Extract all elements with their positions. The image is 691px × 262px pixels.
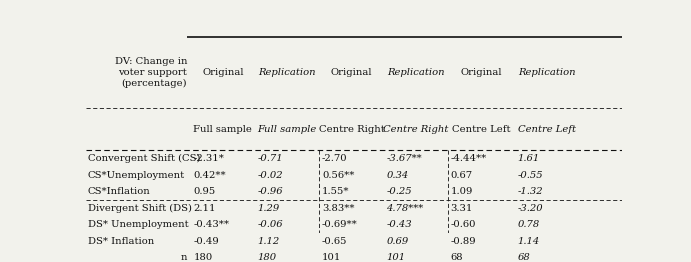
Text: -0.43**: -0.43** [193, 220, 229, 230]
Text: 180: 180 [193, 254, 213, 262]
Text: 68: 68 [518, 254, 530, 262]
Text: n: n [180, 254, 187, 262]
Text: 180: 180 [258, 254, 277, 262]
Text: Replication: Replication [387, 68, 444, 77]
Text: -0.96: -0.96 [258, 187, 283, 196]
Text: Original: Original [331, 68, 372, 77]
Text: 1.14: 1.14 [518, 237, 540, 246]
Text: Centre Left: Centre Left [518, 125, 576, 134]
Text: -3.20: -3.20 [518, 204, 543, 213]
Text: Divergent Shift (DS): Divergent Shift (DS) [88, 204, 192, 213]
Text: -0.49: -0.49 [193, 237, 219, 246]
Text: 3.31: 3.31 [451, 204, 473, 213]
Text: -0.69**: -0.69** [322, 220, 358, 230]
Text: -2.70: -2.70 [322, 154, 348, 163]
Text: DS* Inflation: DS* Inflation [88, 237, 154, 246]
Text: -0.71: -0.71 [258, 154, 283, 163]
Text: 1.55*: 1.55* [322, 187, 350, 196]
Text: Full sample: Full sample [258, 125, 316, 134]
Text: 0.34: 0.34 [386, 171, 408, 180]
Text: Centre Right: Centre Right [383, 125, 448, 134]
Text: 0.67: 0.67 [451, 171, 473, 180]
Text: 0.95: 0.95 [193, 187, 216, 196]
Text: -0.06: -0.06 [258, 220, 283, 230]
Text: 1.09: 1.09 [451, 187, 473, 196]
Text: -4.44**: -4.44** [451, 154, 486, 163]
Text: -0.02: -0.02 [258, 171, 283, 180]
Text: 1.29: 1.29 [258, 204, 280, 213]
Text: -0.65: -0.65 [322, 237, 348, 246]
Text: 1.12: 1.12 [258, 237, 280, 246]
Text: 0.78: 0.78 [518, 220, 540, 230]
Text: -0.55: -0.55 [518, 171, 543, 180]
Text: CS*Inflation: CS*Inflation [88, 187, 151, 196]
Text: Replication: Replication [518, 68, 576, 77]
Text: 4.78***: 4.78*** [386, 204, 424, 213]
Text: 101: 101 [386, 254, 406, 262]
Text: 68: 68 [451, 254, 463, 262]
Text: DV: Change in
voter support
(percentage): DV: Change in voter support (percentage) [115, 57, 187, 89]
Text: 0.42**: 0.42** [193, 171, 226, 180]
Text: 0.69: 0.69 [386, 237, 408, 246]
Text: 3.83**: 3.83** [322, 204, 354, 213]
Text: -1.32: -1.32 [518, 187, 543, 196]
Text: -0.89: -0.89 [451, 237, 476, 246]
Text: Convergent Shift (CS): Convergent Shift (CS) [88, 154, 200, 163]
Text: Replication: Replication [258, 68, 316, 77]
Text: Full sample: Full sample [193, 125, 252, 134]
Text: Centre Right: Centre Right [319, 125, 384, 134]
Text: 1.61: 1.61 [518, 154, 540, 163]
Text: 0.56**: 0.56** [322, 171, 354, 180]
Text: Centre Left: Centre Left [452, 125, 511, 134]
Text: -3.67**: -3.67** [386, 154, 422, 163]
Text: CS*Unemployment: CS*Unemployment [88, 171, 185, 180]
Text: Original: Original [202, 68, 244, 77]
Text: DS* Unemployment: DS* Unemployment [88, 220, 189, 230]
Text: -2.31*: -2.31* [193, 154, 225, 163]
Text: 2.11: 2.11 [193, 204, 216, 213]
Text: -0.60: -0.60 [451, 220, 476, 230]
Text: Original: Original [461, 68, 502, 77]
Text: -0.43: -0.43 [386, 220, 412, 230]
Text: 101: 101 [322, 254, 341, 262]
Text: -0.25: -0.25 [386, 187, 412, 196]
